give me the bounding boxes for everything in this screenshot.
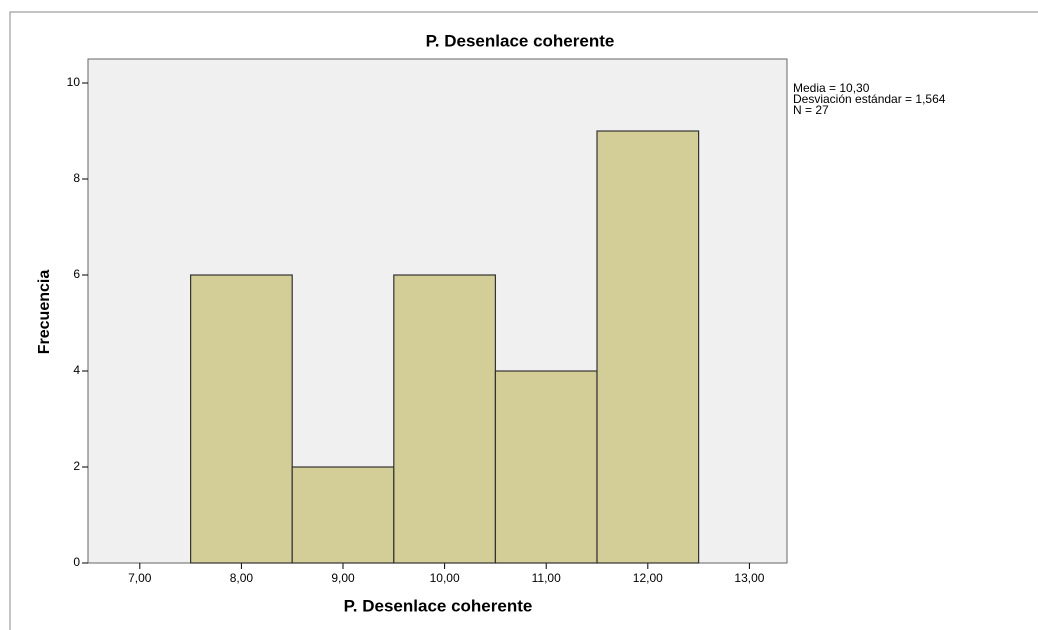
x-tick-label: 8,00 [230,571,254,585]
x-axis-label: P. Desenlace coherente [344,596,533,615]
y-tick-label: 4 [73,363,80,377]
bar [393,274,497,564]
bar [494,370,598,564]
bar [596,130,700,564]
x-tick-label: 7,00 [128,571,152,585]
x-tick-label: 11,00 [532,571,561,585]
y-tick-label: 2 [73,459,80,473]
x-tick-label: 13,00 [734,571,764,585]
x-tick-label: 9,00 [331,571,355,585]
bar [291,466,395,564]
frame [9,11,1038,630]
y-tick-label: 6 [73,267,80,281]
chart-title: P. Desenlace coherente [426,31,615,50]
stat-note: Desviación estándar = 1,564 [793,92,946,106]
y-tick-label: 10 [67,75,81,89]
x-tick-label: 10,00 [430,571,460,585]
stat-note: Media = 10,30 [793,81,870,95]
y-axis-label: Frecuencia [36,270,53,355]
y-tick-label: 0 [73,555,80,569]
y-tick-label: 8 [73,171,80,185]
bar [190,274,293,564]
stat-note: N = 27 [793,103,829,117]
x-tick-label: 12,00 [633,571,663,585]
